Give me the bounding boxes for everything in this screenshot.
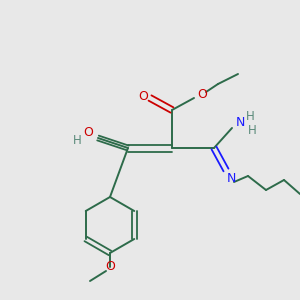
Text: H: H [73,134,81,146]
Text: O: O [105,260,115,274]
Text: H: H [246,110,254,122]
Text: H: H [248,124,256,136]
Text: N: N [235,116,245,130]
Text: O: O [83,125,93,139]
Text: O: O [197,88,207,101]
Text: N: N [226,172,236,185]
Text: O: O [138,89,148,103]
